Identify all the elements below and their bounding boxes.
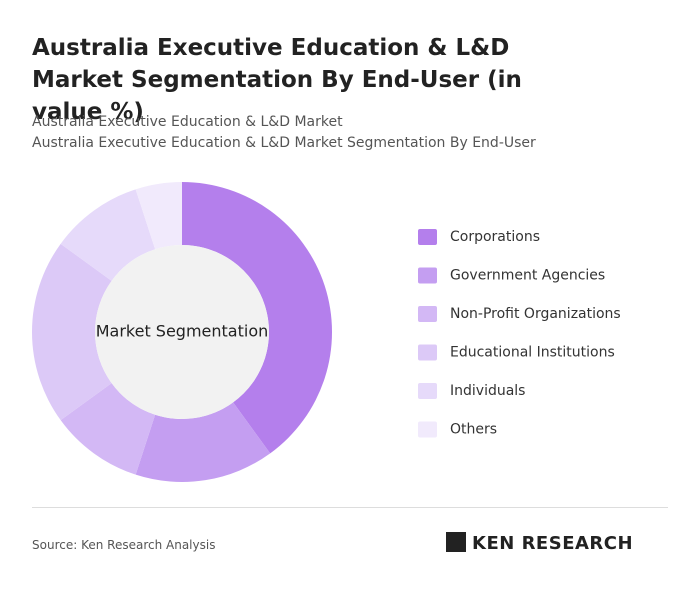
donut-segment <box>135 402 271 482</box>
donut-segment <box>31 243 112 421</box>
logo-icon <box>446 532 466 552</box>
legend-label: Government Agencies <box>450 268 605 284</box>
logo-text: KEN RESEARCH <box>472 533 634 554</box>
legend-swatch <box>418 383 437 399</box>
legend-swatch <box>418 267 437 284</box>
logo: KEN RESEARCH <box>446 532 633 554</box>
legend-swatch <box>418 421 437 438</box>
donut-hole <box>95 245 269 419</box>
subtitle: Australia Executive Education & L&D Mark… <box>32 135 536 151</box>
donut-segment <box>60 189 156 281</box>
donut-segment <box>182 182 332 454</box>
legend-label: Others <box>450 422 497 438</box>
legend-label: Non-Profit Organizations <box>450 306 621 322</box>
legend-swatch <box>418 344 437 361</box>
donut-segment <box>135 182 182 250</box>
legend-label: Corporations <box>450 229 540 245</box>
title: Australia Executive Education & L&D Mark… <box>32 35 522 125</box>
divider <box>32 507 668 508</box>
source: Source: Ken Research Analysis <box>32 538 216 552</box>
legend-label: Individuals <box>450 383 525 399</box>
donut-segment <box>60 383 156 475</box>
legend-swatch <box>418 229 437 245</box>
legend-label: Educational Institutions <box>450 345 615 361</box>
center-label: Market Segmentation <box>96 322 269 341</box>
subtitle: Australia Executive Education & L&D Mark… <box>32 114 343 130</box>
legend-swatch <box>418 306 437 322</box>
